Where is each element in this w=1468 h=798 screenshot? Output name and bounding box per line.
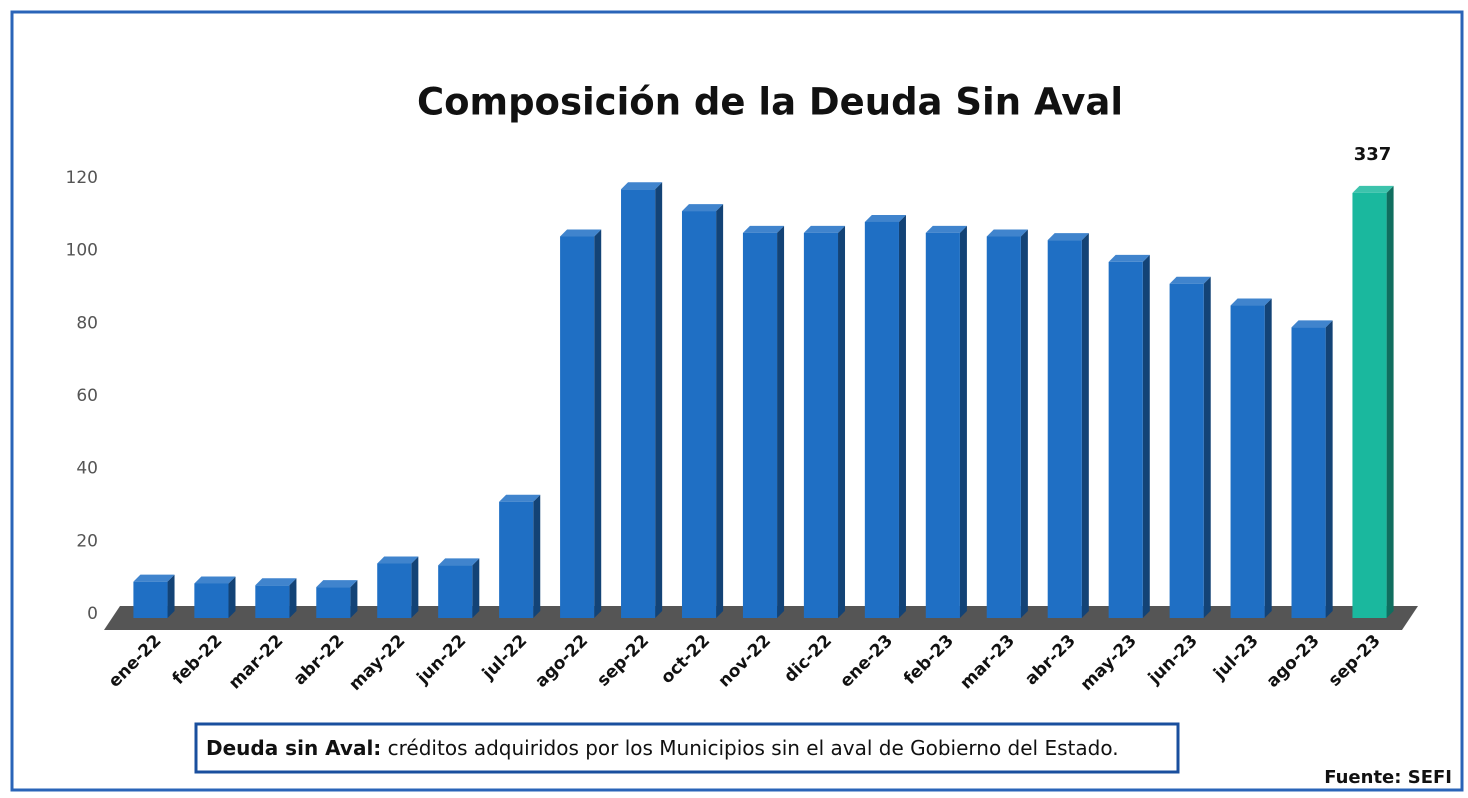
bar — [438, 565, 473, 618]
note: Deuda sin Aval: créditos adquiridos por … — [206, 736, 1119, 760]
bar-side — [1386, 185, 1394, 618]
note-box — [194, 722, 1180, 774]
bar — [1047, 240, 1082, 618]
y-tick-label: 100 — [66, 241, 98, 261]
bar-side — [898, 214, 906, 618]
bar — [864, 221, 899, 618]
bar — [133, 581, 168, 618]
bar-side — [411, 556, 419, 618]
chart-title: Composición de la Deuda Sin Aval — [417, 81, 1123, 124]
bar-top — [560, 229, 602, 237]
bar — [986, 236, 1021, 618]
bar — [742, 232, 778, 618]
bar-side — [777, 225, 785, 618]
bar — [499, 501, 534, 618]
bar — [194, 583, 229, 618]
bar-side — [716, 204, 724, 619]
y-tick-label: 40 — [76, 459, 98, 479]
annotation: 337 — [1354, 144, 1392, 165]
bar — [316, 587, 351, 618]
y-tick-label: 20 — [76, 531, 98, 551]
bar — [255, 585, 290, 618]
bar — [621, 189, 656, 618]
bar-side — [1203, 276, 1211, 618]
bar-top — [255, 578, 297, 586]
y-tick-label: 0 — [87, 604, 98, 624]
bar — [1230, 305, 1265, 618]
note-label: Deuda sin Aval: — [206, 736, 381, 760]
bar-side — [1264, 298, 1272, 618]
bar-side — [1142, 254, 1150, 618]
bar-side — [289, 578, 297, 618]
bar-top — [621, 182, 663, 190]
bar-side — [167, 574, 175, 618]
bar-side — [594, 229, 602, 618]
bar-top — [681, 204, 724, 212]
bar — [803, 232, 839, 618]
bar-side — [1325, 320, 1333, 618]
bar-top — [499, 494, 541, 502]
bar-top — [133, 574, 175, 582]
bar-top — [864, 214, 906, 222]
bar-top — [742, 225, 785, 233]
note-text: créditos adquiridos por los Municipios s… — [388, 736, 1119, 760]
bar-top — [316, 580, 358, 588]
bar-top — [1352, 185, 1394, 193]
bar-side — [350, 580, 358, 618]
bar — [560, 236, 595, 618]
bar-top — [1291, 320, 1333, 328]
bar — [925, 232, 960, 618]
y-tick-label: 60 — [76, 386, 98, 406]
bar-side — [472, 558, 480, 618]
bar-top — [1108, 254, 1150, 262]
bar-top — [1230, 298, 1272, 306]
bar-side — [533, 494, 541, 618]
bar-side — [959, 225, 967, 618]
y-tick-label: 80 — [76, 313, 98, 333]
source: Fuente: SEFI — [1324, 767, 1452, 788]
bar-top — [1047, 233, 1089, 241]
bar-top — [377, 556, 419, 564]
bar-side — [228, 576, 236, 618]
bar — [681, 211, 717, 619]
frame — [10, 10, 1464, 792]
bar-side — [838, 225, 846, 618]
bar-top — [438, 558, 480, 566]
bar-side — [1081, 233, 1089, 618]
bar — [1169, 283, 1204, 618]
bar-top — [194, 576, 236, 584]
bar-side — [1020, 229, 1028, 618]
bar-top — [925, 225, 967, 233]
bar — [1352, 192, 1387, 618]
bar-top — [803, 225, 846, 233]
bar — [377, 563, 412, 618]
bar — [1108, 261, 1143, 618]
bar-top — [986, 229, 1028, 237]
bar-top — [1169, 276, 1211, 284]
y-tick-label: 120 — [66, 168, 98, 188]
bar-side — [655, 182, 663, 618]
bar — [1291, 327, 1326, 618]
